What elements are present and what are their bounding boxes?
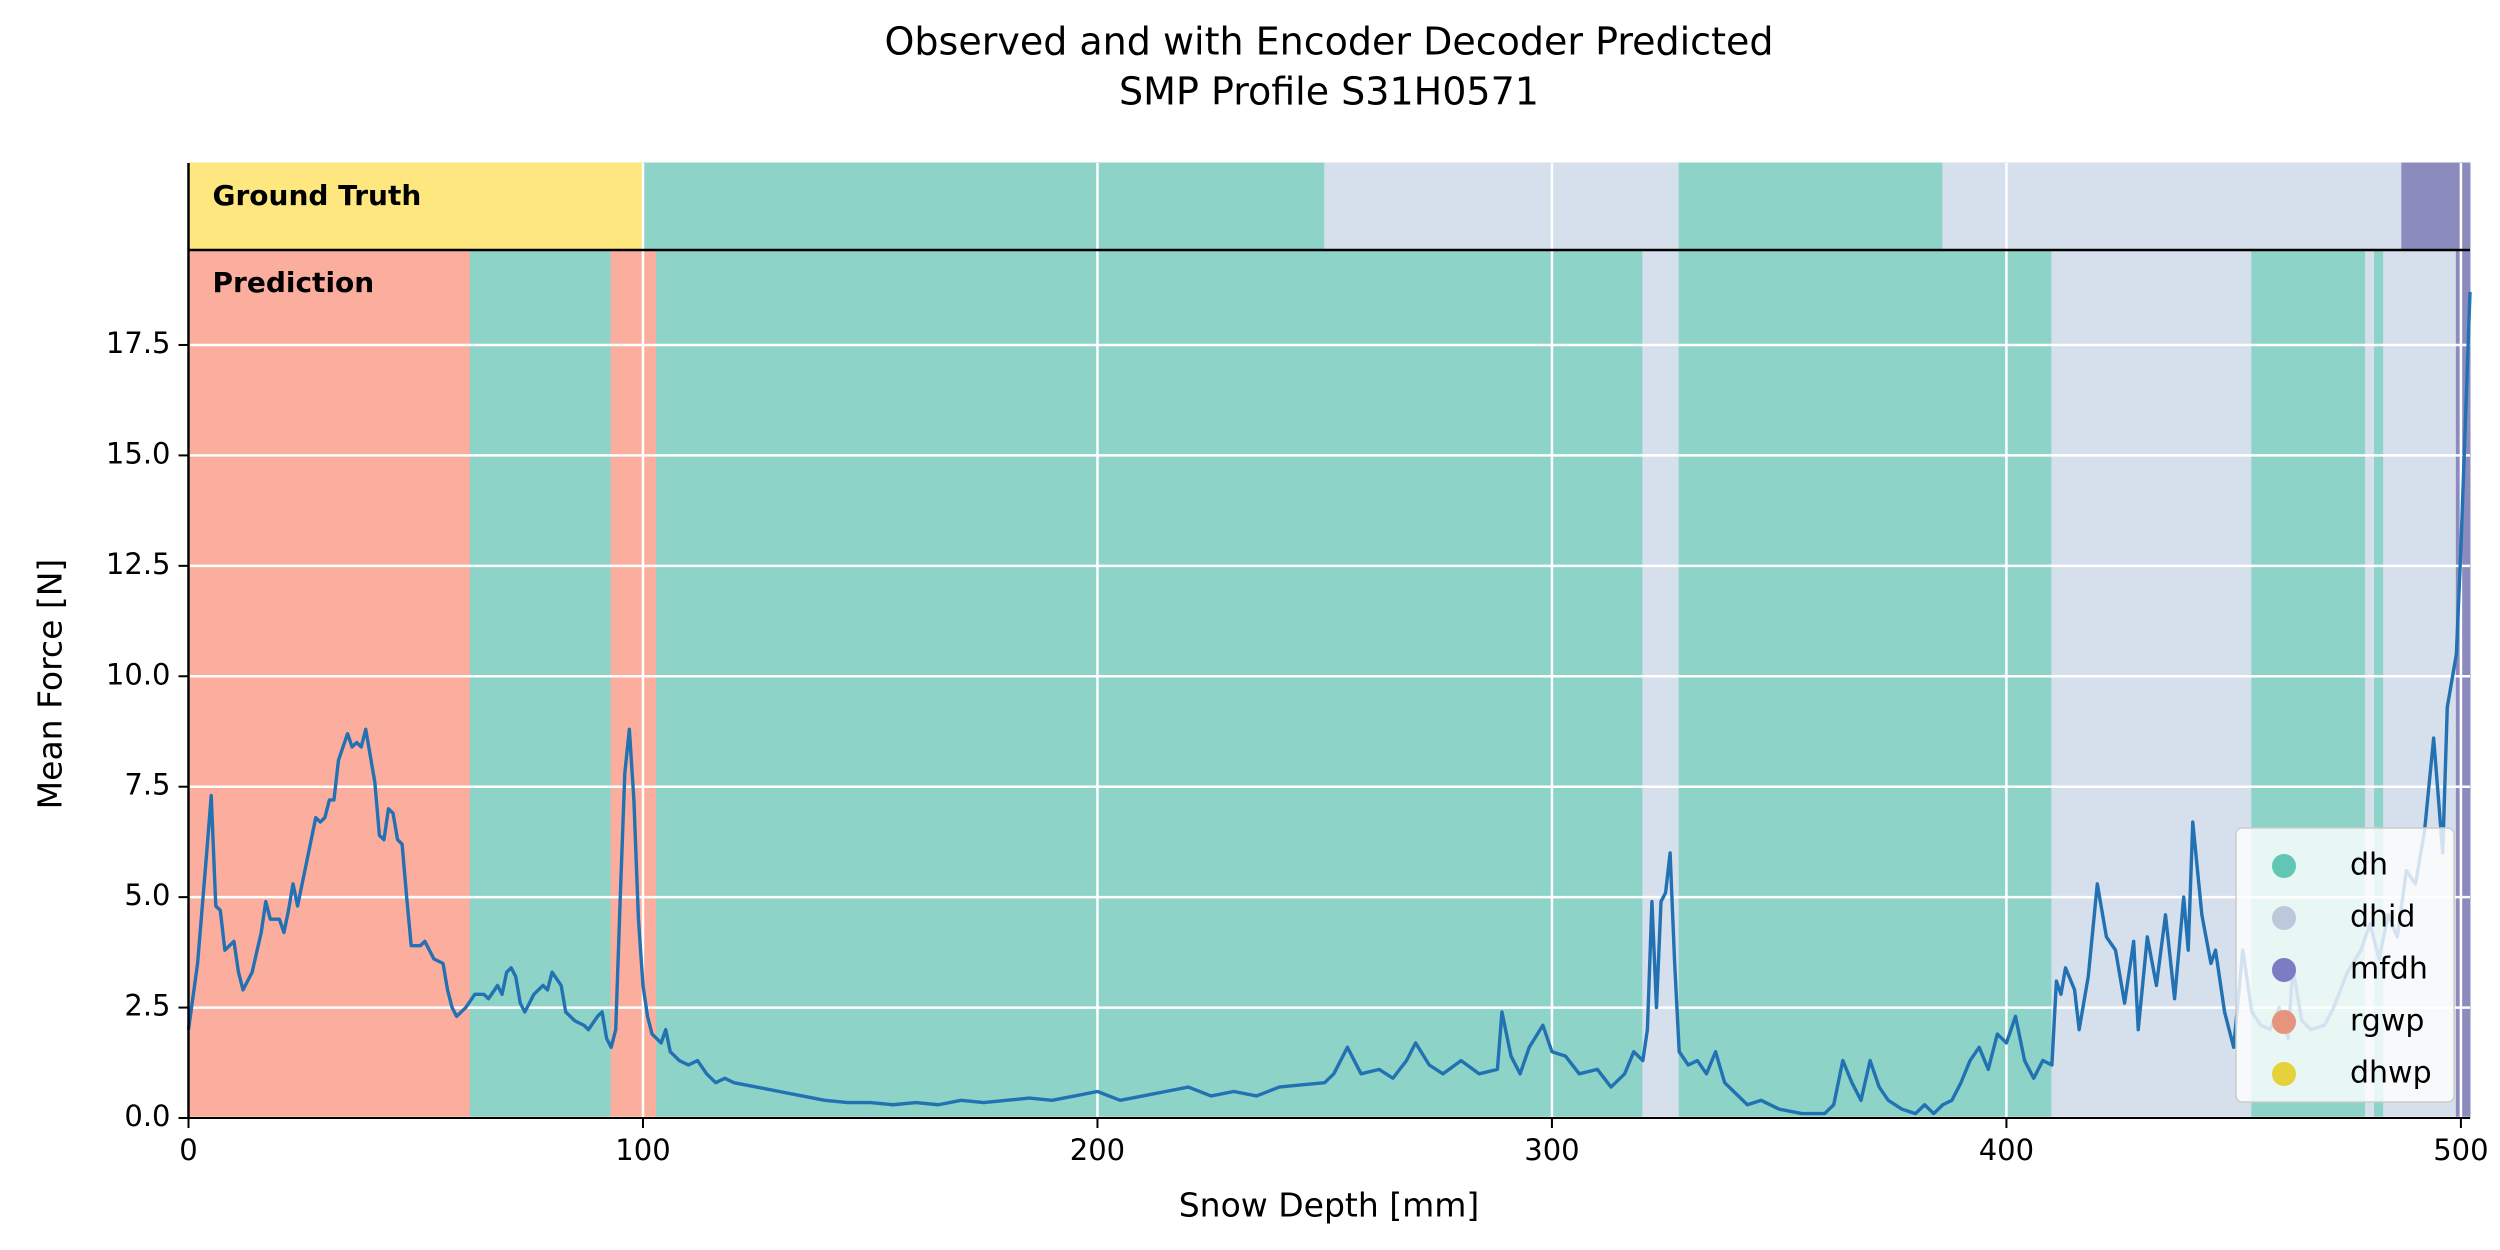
y-tick-label: 5.0 <box>124 878 170 912</box>
x-tick-label: 0 <box>179 1133 197 1167</box>
x-axis-label: Snow Depth [mm] <box>1179 1186 1480 1225</box>
y-tick-label: 2.5 <box>124 989 170 1023</box>
legend-marker <box>2272 958 2296 982</box>
x-tick-label: 400 <box>1979 1133 2034 1167</box>
x-tick-label: 100 <box>615 1133 670 1167</box>
band-label: Ground Truth <box>213 179 422 212</box>
chart-title: Observed and with Encoder Decoder Predic… <box>885 20 1774 64</box>
legend-label: dh <box>2350 848 2388 883</box>
legend-label: dhwp <box>2350 1056 2432 1091</box>
chart-title: SMP Profile S31H0571 <box>1119 70 1539 114</box>
legend: dh dhid mfdh rgwp dhwp <box>2235 827 2455 1103</box>
band-label: Prediction <box>213 266 375 299</box>
legend-label: dhid <box>2350 900 2415 935</box>
y-tick-label: 15.0 <box>106 436 171 470</box>
force-line <box>186 291 2472 1116</box>
legend-box <box>2235 827 2455 1103</box>
legend-marker <box>2272 1062 2296 1086</box>
ground_truth-segment <box>2401 162 2471 251</box>
y-axis-label: Mean Force [N] <box>31 559 70 810</box>
legend-marker <box>2272 854 2296 878</box>
prediction-segment <box>1678 249 2053 1119</box>
y-tick-label: 0.0 <box>124 1099 170 1133</box>
legend-label: rgwp <box>2350 1004 2424 1039</box>
prediction-segment <box>188 249 471 1119</box>
y-tick-label: 7.5 <box>124 768 170 802</box>
legend-marker <box>2272 1010 2296 1034</box>
x-tick-label: 500 <box>2433 1133 2488 1167</box>
ground_truth-segment <box>1324 162 1680 251</box>
prediction-segment <box>656 249 1644 1119</box>
y-tick-label: 17.5 <box>106 326 171 360</box>
legend-marker <box>2272 906 2296 930</box>
ground_truth-segment <box>1942 162 2403 251</box>
y-tick-label: 10.0 <box>106 657 171 691</box>
ground_truth-segment <box>1678 162 1944 251</box>
ground_truth-segment <box>188 162 644 251</box>
x-tick-label: 200 <box>1070 1133 1125 1167</box>
x-tick-label: 300 <box>1524 1133 1579 1167</box>
legend-label: mfdh <box>2350 952 2428 987</box>
ground_truth-segment <box>642 162 1326 251</box>
y-tick-label: 12.5 <box>106 547 171 581</box>
